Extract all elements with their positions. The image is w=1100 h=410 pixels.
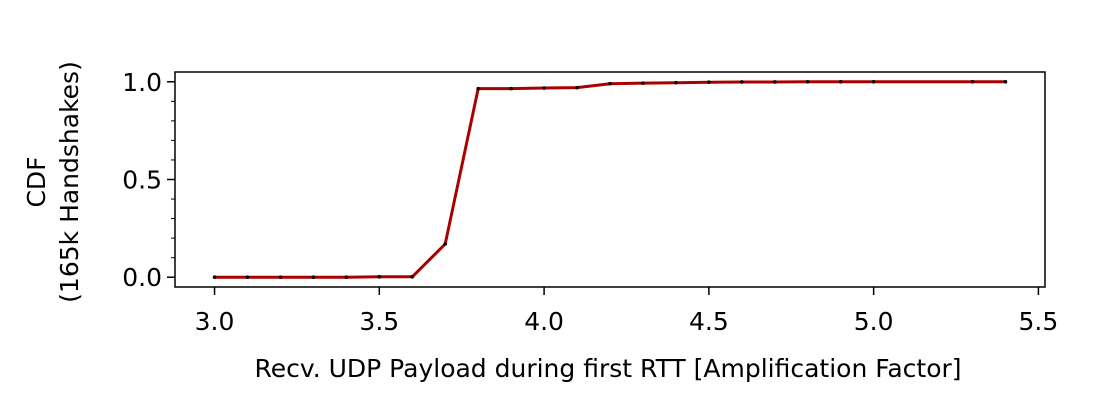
data-point bbox=[871, 79, 876, 84]
data-point bbox=[344, 275, 349, 280]
x-tick-label: 3.0 bbox=[195, 307, 235, 336]
data-point bbox=[707, 80, 711, 84]
x-axis-label: Recv. UDP Payload during first RTT [Ampl… bbox=[254, 354, 961, 383]
data-point bbox=[542, 86, 546, 90]
x-tick-label: 3.5 bbox=[359, 307, 399, 336]
data-point bbox=[772, 80, 777, 84]
y-axis-label-line-2: (165k Handshakes) bbox=[55, 61, 84, 303]
data-point bbox=[608, 81, 612, 86]
data-point bbox=[443, 242, 448, 246]
data-point bbox=[278, 275, 283, 280]
y-axis-ticks: 0.0 0.5 1.0 bbox=[122, 68, 175, 292]
data-point bbox=[740, 80, 744, 84]
plot-area-frame bbox=[174, 71, 1046, 288]
y-tick-label: 1.0 bbox=[122, 68, 162, 97]
y-minor-ticks bbox=[171, 100, 175, 259]
data-point bbox=[476, 86, 480, 91]
data-point bbox=[377, 275, 382, 279]
data-point bbox=[641, 81, 645, 85]
series-layer bbox=[212, 79, 1008, 280]
data-point bbox=[245, 275, 250, 280]
data-point bbox=[805, 79, 810, 84]
data-point bbox=[311, 275, 316, 280]
x-tick-label: 5.5 bbox=[1019, 307, 1059, 336]
data-point bbox=[410, 275, 415, 279]
x-tick-label: 4.0 bbox=[524, 307, 564, 336]
data-point bbox=[838, 79, 843, 84]
data-point bbox=[509, 86, 513, 91]
x-axis-ticks: 3.0 3.5 4.0 4.5 5.0 5.5 bbox=[195, 287, 1059, 336]
data-point bbox=[575, 85, 579, 90]
y-tick-label: 0.0 bbox=[122, 263, 162, 292]
x-tick-label: 5.0 bbox=[854, 307, 894, 336]
data-point bbox=[212, 275, 217, 280]
y-tick-label: 0.5 bbox=[122, 166, 162, 195]
y-axis-label-line-1: CDF bbox=[22, 156, 51, 207]
data-point bbox=[1003, 79, 1008, 84]
data-point bbox=[970, 79, 975, 84]
series-line bbox=[214, 80, 1006, 279]
data-point bbox=[674, 80, 678, 85]
x-tick-label: 4.5 bbox=[689, 307, 729, 336]
